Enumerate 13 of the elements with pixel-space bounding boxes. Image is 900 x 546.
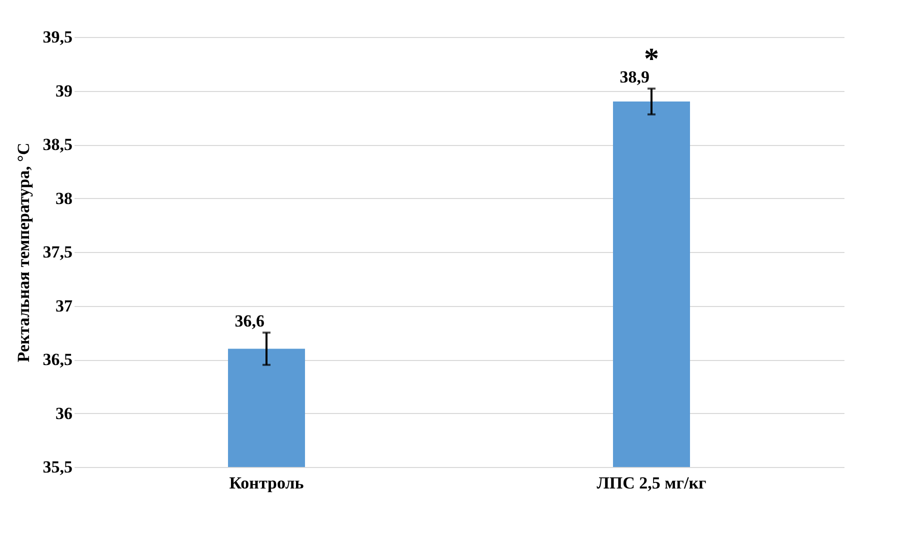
y-tick-label: 36,5 [42, 350, 72, 369]
y-tick-label: 36 [56, 404, 72, 423]
y-tick-label: 39,5 [42, 28, 72, 46]
x-tick-label: ЛПС 2,5 мг/кг [596, 474, 706, 492]
data-label: 36,6 [234, 312, 264, 331]
y-tick-label: 37,5 [42, 242, 72, 262]
x-tick-label: Контроль [229, 474, 304, 492]
y-tick-label: 39 [56, 81, 72, 100]
y-tick-label: 38,5 [42, 135, 72, 154]
y-tick-label: 35,5 [42, 458, 72, 476]
y-tick-label: 38 [56, 188, 72, 208]
y-axis-title: Ректальная температура, °С [14, 142, 33, 362]
y-tick-label: 37 [56, 296, 73, 316]
